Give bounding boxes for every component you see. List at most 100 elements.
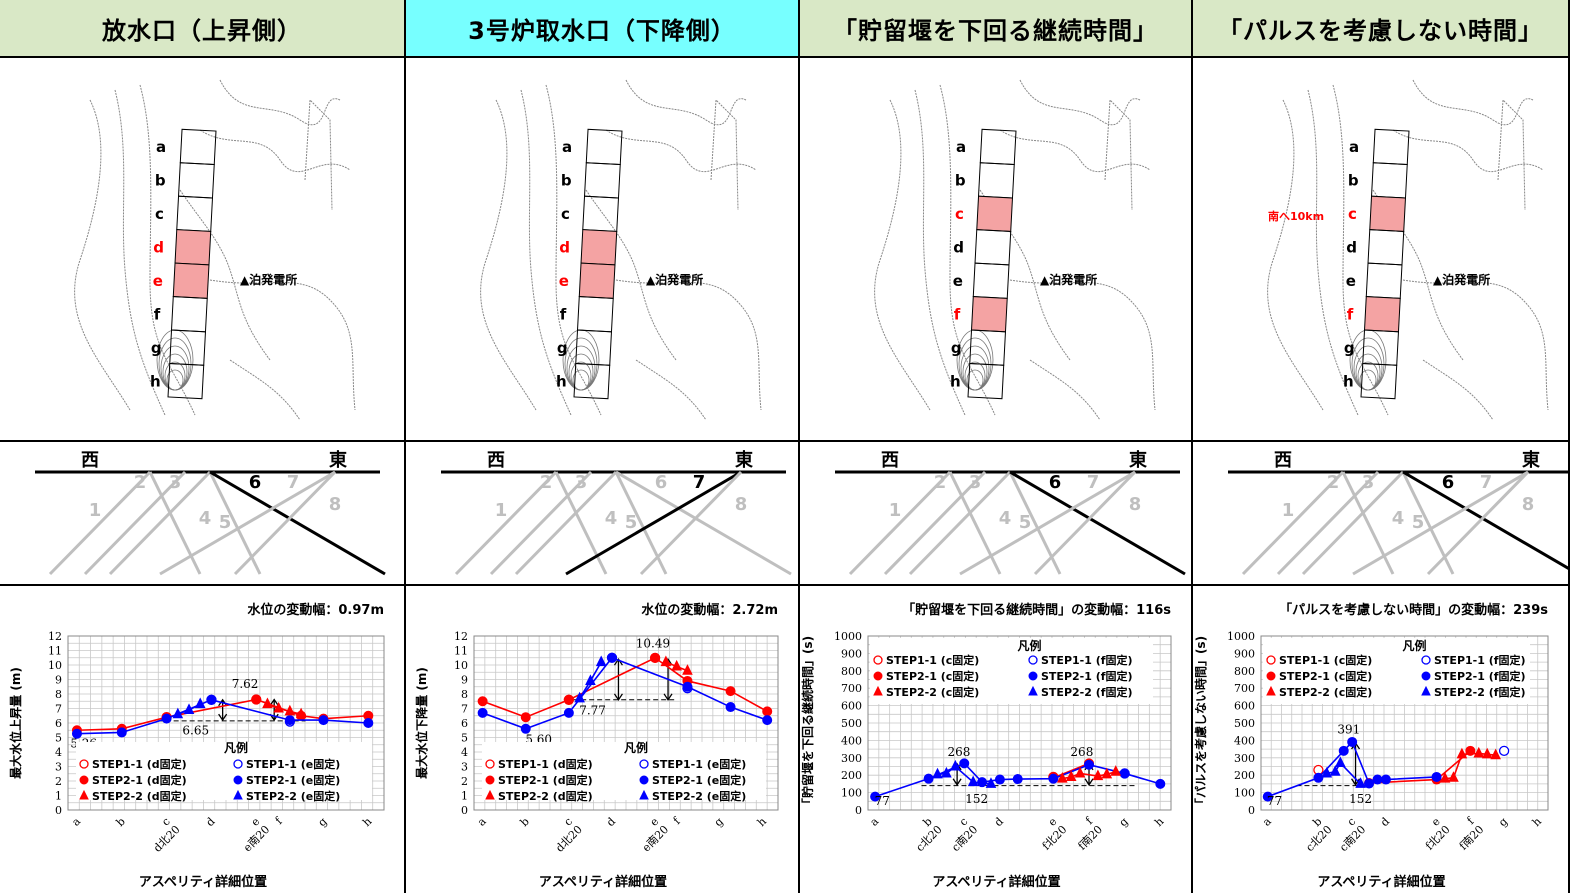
segment-label: e [559, 272, 569, 290]
segment-label: c [955, 205, 964, 223]
y-tick-label: 12 [48, 630, 62, 643]
x-tick-label: h [360, 815, 374, 829]
y-tick-label: 3 [55, 761, 62, 774]
data-label: 268 [947, 745, 970, 759]
fault-number: 1 [495, 500, 508, 521]
data-point [284, 704, 296, 716]
x-axis-label: アスペリティ詳細位置 [1317, 874, 1445, 890]
x-tick-label: a [475, 815, 489, 829]
data-point [873, 685, 883, 696]
data-label: 7.62 [232, 677, 259, 691]
x-tick-label: f [671, 814, 684, 827]
bathymetry-map: a b c d e f g h ▲泊発電所 [800, 60, 1191, 442]
fault-segment [970, 296, 1008, 333]
data-point [563, 707, 574, 718]
contour-line [209, 279, 356, 411]
data-point [1266, 685, 1276, 696]
chart-panel: 水位の変動幅：2.72m 0 1 2 3 4 5 6 7 8 9 10 11 12 最大水位下降量 (m) a… [406, 588, 798, 893]
data-point [485, 775, 495, 785]
data-point [606, 652, 617, 663]
y-tick-label: 600 [841, 700, 862, 713]
arrow-head [1084, 778, 1094, 786]
data-point [172, 707, 184, 719]
east-label: 東 [1129, 449, 1147, 471]
data-point [873, 655, 883, 665]
data-point [585, 674, 596, 685]
legend-title: 凡例 [224, 740, 248, 755]
data-point [206, 694, 217, 705]
contour-line [710, 98, 739, 211]
x-tick-label: b [114, 815, 128, 829]
fault-number: 2 [134, 472, 147, 493]
legend-entry: STEP2-1 (e固定) [246, 773, 340, 787]
fault-number: 2 [540, 472, 553, 493]
chart-panel: 水位の変動幅：0.97m 0 1 2 3 4 5 6 7 8 9 10 11 12 最大水位上昇量 (m) a… [0, 588, 404, 893]
data-point [1421, 685, 1431, 696]
fault-line [489, 470, 593, 576]
segment-label: h [1343, 373, 1354, 391]
west-label: 西 [1274, 450, 1292, 471]
data-point [1431, 771, 1442, 782]
fault-line [108, 470, 212, 576]
fault-line [48, 470, 152, 576]
segment-label: f [560, 306, 567, 324]
x-tick-label: f北20 [1040, 823, 1070, 853]
y-tick-label: 1 [55, 790, 62, 803]
arrow-head [613, 693, 623, 701]
data-point [1473, 746, 1485, 758]
x-tick-label: a [69, 815, 83, 829]
y-tick-label: 400 [841, 734, 862, 747]
y-tick-label: 4 [55, 746, 62, 759]
fault-segment [576, 296, 614, 333]
data-point [233, 759, 243, 769]
data-point [1490, 748, 1501, 760]
fault-number: 5 [219, 512, 232, 533]
data-point [1313, 772, 1324, 783]
data-point [1329, 765, 1341, 776]
x-tick-label: h [755, 815, 769, 829]
x-tick-label: f北20 [1423, 823, 1453, 853]
chart-header: 水位の変動幅：2.72m [641, 602, 778, 618]
fault-number: 3 [169, 472, 182, 493]
data-point [725, 702, 736, 713]
south-label: 南へ10km [1268, 209, 1324, 223]
contour-ring [960, 345, 990, 391]
y-tick-label: 300 [841, 752, 862, 765]
x-tick-label: f南20 [1457, 823, 1487, 853]
bathymetry-map: a b c d e f g h ▲泊発電所 [406, 60, 798, 442]
y-tick-label: 2 [461, 775, 468, 788]
y-tick-label: 12 [454, 630, 468, 643]
segment-label: e [953, 272, 963, 290]
y-tick-label: 100 [841, 787, 862, 800]
contour-line [615, 279, 762, 411]
y-tick-label: 0 [1248, 804, 1255, 817]
plant-label: ▲泊発電所 [646, 272, 703, 287]
y-tick-label: 1000 [834, 630, 862, 643]
fault-number: 8 [1522, 494, 1535, 515]
fault-segment [1367, 229, 1405, 266]
fault-segment [972, 262, 1010, 299]
fault-segment [585, 128, 623, 166]
contour-line [1019, 79, 1141, 126]
fault-number: 8 [329, 494, 342, 515]
contour-ring [1353, 345, 1383, 391]
data-point [363, 718, 374, 728]
x-tick-label: g [315, 815, 329, 829]
x-tick-label: f [273, 814, 286, 827]
x-tick-label: d [992, 815, 1006, 829]
data-point [639, 759, 649, 769]
series-line [1326, 761, 1362, 785]
data-point [520, 723, 531, 734]
fault-number: 7 [1087, 472, 1100, 493]
y-tick-label: 5 [55, 732, 62, 745]
fault-line [159, 470, 336, 576]
data-point [994, 774, 1005, 785]
legend-bg [870, 638, 1153, 704]
data-point [251, 694, 262, 705]
y-tick-label: 800 [841, 665, 862, 678]
plant-label: ▲泊発電所 [240, 272, 297, 287]
data-point [1074, 766, 1086, 778]
